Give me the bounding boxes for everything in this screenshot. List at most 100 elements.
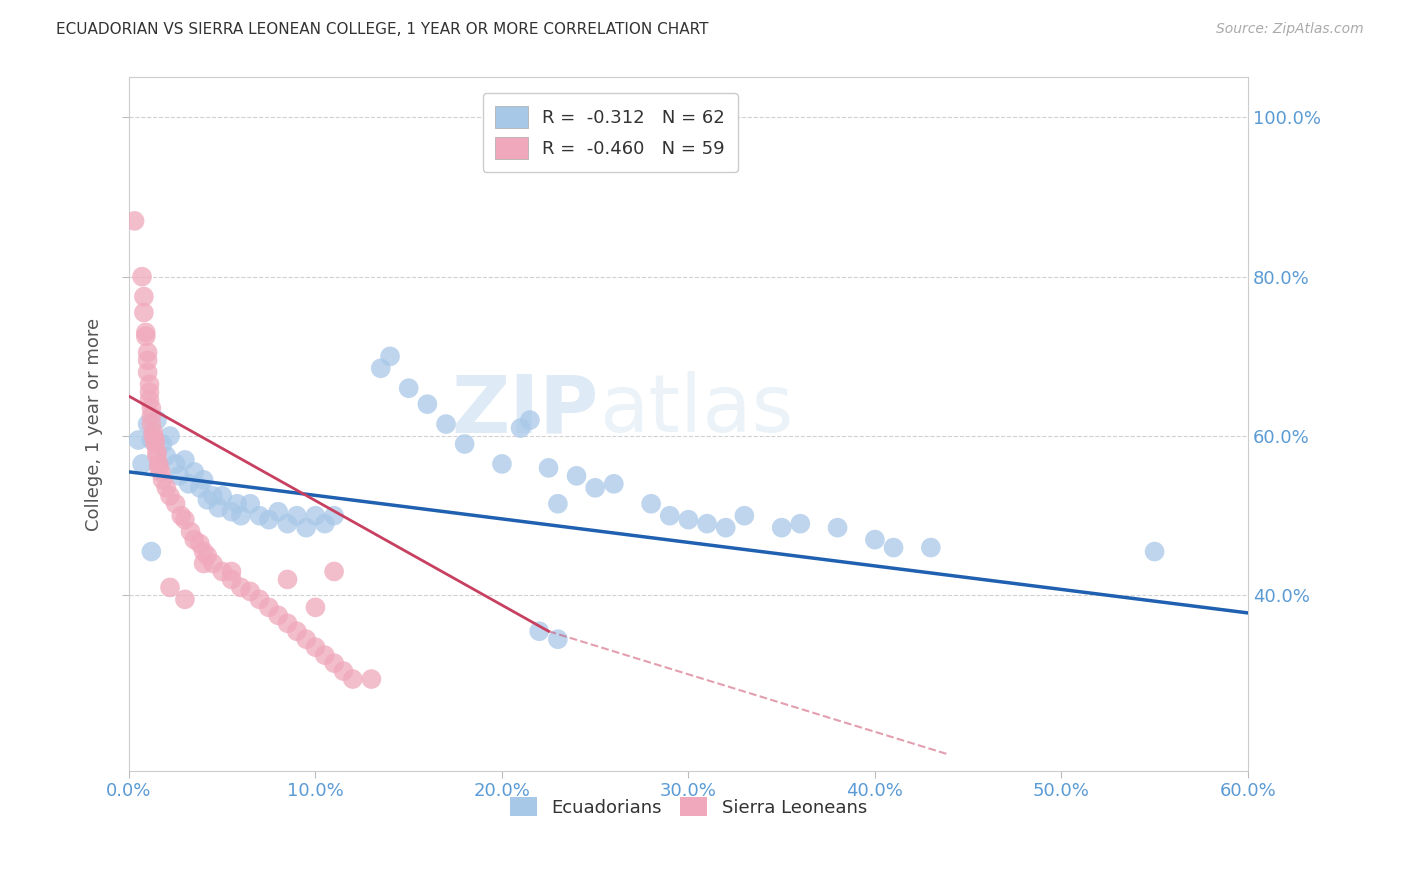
Point [138,385,160,400]
Point [143,433,166,447]
Y-axis label: College, 1 year or more: College, 1 year or more [86,318,103,531]
Point [229,508,252,523]
Point [257,513,280,527]
Point [211,565,233,579]
Point [529,624,551,639]
Point [453,437,475,451]
Point [131,457,153,471]
Point [135,329,157,343]
Point [229,581,252,595]
Point [416,397,439,411]
Point [141,433,163,447]
Point [267,505,290,519]
Point [257,600,280,615]
Point [1143,544,1166,558]
Point [152,437,174,451]
Point [509,421,531,435]
Point [124,214,146,228]
Point [304,600,326,615]
Point [565,468,588,483]
Point [142,429,165,443]
Point [863,533,886,547]
Point [148,461,170,475]
Point [155,481,177,495]
Point [146,445,169,459]
Point [276,616,298,631]
Point [239,584,262,599]
Point [920,541,942,555]
Point [138,393,160,408]
Point [165,497,187,511]
Point [136,345,159,359]
Point [131,269,153,284]
Point [141,409,163,423]
Point [141,417,163,431]
Point [193,544,215,558]
Text: atlas: atlas [599,371,793,450]
Text: Source: ZipAtlas.com: Source: ZipAtlas.com [1216,22,1364,37]
Point [136,365,159,379]
Point [159,429,181,443]
Point [132,289,155,303]
Point [733,508,755,523]
Point [314,516,336,531]
Point [165,457,187,471]
Point [678,513,700,527]
Point [143,437,166,451]
Point [169,468,191,483]
Point [141,401,163,416]
Point [789,516,811,531]
Point [141,544,163,558]
Point [132,305,155,319]
Point [180,524,202,539]
Point [304,640,326,655]
Point [239,497,262,511]
Point [221,573,243,587]
Point [360,672,382,686]
Point [370,361,392,376]
Point [770,521,793,535]
Point [342,672,364,686]
Point [304,508,326,523]
Point [221,505,243,519]
Point [136,353,159,368]
Point [249,508,271,523]
Point [142,425,165,439]
Point [537,461,560,475]
Point [211,489,233,503]
Point [547,632,569,647]
Point [314,648,336,662]
Text: ECUADORIAN VS SIERRA LEONEAN COLLEGE, 1 YEAR OR MORE CORRELATION CHART: ECUADORIAN VS SIERRA LEONEAN COLLEGE, 1 … [56,22,709,37]
Point [135,326,157,340]
Point [714,521,737,535]
Text: ZIP: ZIP [451,371,599,450]
Point [201,557,224,571]
Point [193,473,215,487]
Point [146,413,169,427]
Point [159,581,181,595]
Point [658,508,681,523]
Point [174,513,197,527]
Point [323,508,346,523]
Point [159,489,181,503]
Point [398,381,420,395]
Point [378,349,401,363]
Point [276,573,298,587]
Point [491,457,513,471]
Point [174,453,197,467]
Point [146,449,169,463]
Point [285,508,308,523]
Legend: Ecuadorians, Sierra Leoneans: Ecuadorians, Sierra Leoneans [503,790,875,824]
Point [183,465,205,479]
Point [193,557,215,571]
Point [547,497,569,511]
Point [207,500,229,515]
Point [170,508,193,523]
Point [226,497,249,511]
Point [177,476,200,491]
Point [249,592,271,607]
Point [188,536,211,550]
Point [149,465,172,479]
Point [519,413,541,427]
Point [827,521,849,535]
